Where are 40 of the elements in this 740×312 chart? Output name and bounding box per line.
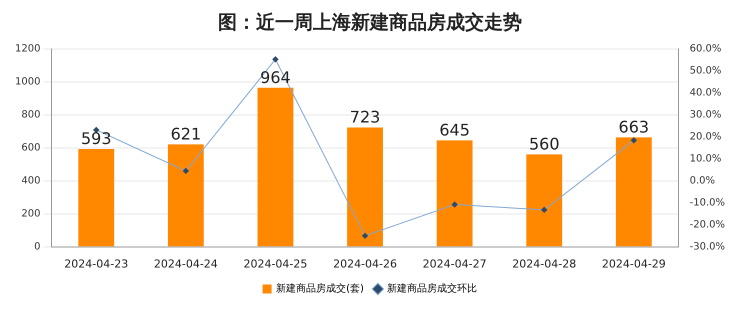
y2-tick-label: 60.0% xyxy=(690,43,722,54)
x-tick-label: 2024-04-27 xyxy=(422,257,487,270)
data-label: 593 xyxy=(80,129,112,148)
y-tick-label: 600 xyxy=(21,142,40,154)
y2-tick-label: 30.0% xyxy=(690,109,722,120)
bar xyxy=(616,137,652,246)
y-tick-label: 400 xyxy=(21,175,40,186)
x-tick-label: 2024-04-29 xyxy=(602,257,666,270)
y-tick-label: 1000 xyxy=(14,76,40,88)
x-tick-label: 2024-04-24 xyxy=(154,257,218,270)
bar xyxy=(168,144,204,246)
x-tick-label: 2024-04-26 xyxy=(333,257,398,270)
bar xyxy=(258,88,294,246)
bar xyxy=(436,140,473,246)
y-tick-label: 0 xyxy=(34,241,40,252)
data-label: 560 xyxy=(528,134,560,154)
y2-tick-label: -10.0% xyxy=(690,197,726,208)
legend-label: 新建商品房成交(套) xyxy=(276,282,364,295)
chart-title: 图：近一周上海新建商品房成交走势 xyxy=(218,11,522,34)
y2-tick-label: 10.0% xyxy=(690,153,722,164)
x-tick-label: 2024-04-25 xyxy=(243,257,308,270)
data-label: 723 xyxy=(350,108,380,127)
data-label: 663 xyxy=(618,118,650,137)
y-tick-label: 800 xyxy=(21,109,40,120)
bar xyxy=(526,154,562,246)
bar xyxy=(78,148,114,246)
legend-label: 新建商品房成交环比 xyxy=(386,282,477,295)
y-tick-label: 1200 xyxy=(14,43,40,54)
y2-tick-label: 20.0% xyxy=(690,131,722,142)
x-tick-label: 2024-04-28 xyxy=(512,257,576,270)
y-tick-label: 200 xyxy=(21,208,40,220)
y2-tick-label: -20.0% xyxy=(690,219,726,230)
data-label: 645 xyxy=(439,120,470,140)
x-tick-label: 2024-04-23 xyxy=(64,257,128,270)
y2-tick-label: -30.0% xyxy=(690,241,726,252)
y2-tick-label: 0.0% xyxy=(690,175,716,186)
y2-tick-label: 50.0% xyxy=(690,65,722,76)
y2-tick-label: 40.0% xyxy=(690,87,722,98)
data-label: 621 xyxy=(170,124,202,144)
bar xyxy=(347,128,383,246)
